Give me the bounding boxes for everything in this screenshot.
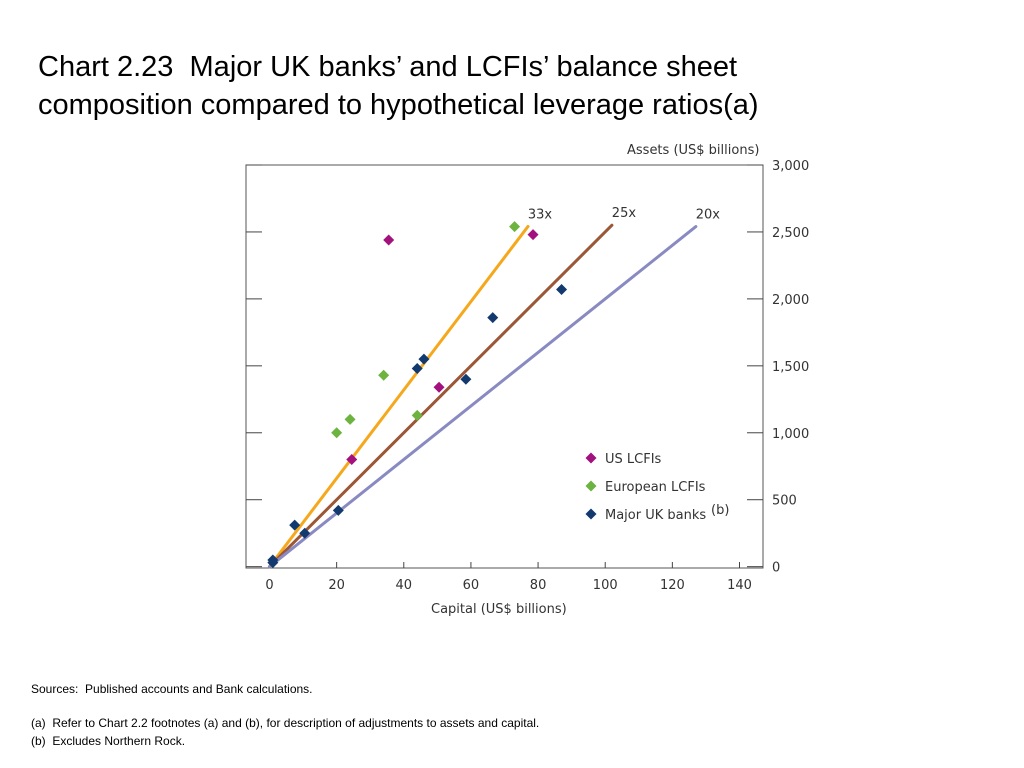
point-major-uk-banks [487, 312, 499, 324]
point-european-lcfis [509, 221, 521, 233]
point-us-lcfis [346, 454, 358, 466]
legend-label: Major UK banks [605, 508, 706, 523]
ratio-line-label: 20x [696, 208, 721, 223]
point-major-uk-banks [460, 373, 472, 385]
point-major-uk-banks [332, 504, 344, 516]
point-major-uk-banks [289, 519, 301, 531]
legend-label: European LCFIs [605, 480, 706, 495]
legend: US LCFIs European LCFIs Major UK banks (b) [585, 452, 729, 523]
footnote-a: (a) Refer to Chart 2.2 footnotes (a) and… [31, 716, 540, 730]
ratio-line-33x [268, 224, 530, 569]
x-tick-label: 120 [660, 578, 685, 593]
point-us-lcfis [383, 234, 395, 246]
slide-title-line-1: Chart 2.23 Major UK banks’ and LCFIs’ ba… [38, 51, 738, 83]
point-us-lcfis [433, 381, 445, 393]
y-tick-label: 500 [772, 494, 797, 509]
footnote-b: (b) Excludes Northern Rock. [31, 734, 186, 748]
point-european-lcfis [344, 413, 356, 425]
slide-title-line-2: composition compared to hypothetical lev… [38, 89, 759, 121]
point-european-lcfis [378, 369, 390, 381]
legend-marker-major-uk-banks [585, 508, 597, 520]
point-us-lcfis [527, 229, 539, 241]
point-european-lcfis [411, 409, 423, 421]
x-tick-label: 100 [593, 578, 618, 593]
x-tick-label: 0 [265, 578, 273, 593]
y-tick-label: 1,000 [772, 427, 809, 442]
x-tick-label: 40 [396, 578, 413, 593]
x-tick-label: 140 [727, 578, 752, 593]
plot-frame [245, 164, 764, 569]
legend-marker-us-lcfis [585, 452, 597, 464]
ratio-line-label: 25x [612, 206, 637, 221]
x-tick-label: 60 [463, 578, 480, 593]
ratio-line-25x [268, 223, 614, 569]
point-european-lcfis [331, 427, 343, 439]
point-major-uk-banks [556, 284, 568, 296]
sources-note: Sources: Published accounts and Bank cal… [31, 682, 313, 696]
y-tick-label: 2,500 [772, 226, 809, 241]
x-axis-label: Capital (US$ billions) [431, 602, 567, 617]
point-major-uk-banks [411, 363, 423, 375]
data-points [267, 221, 568, 569]
point-major-uk-banks [299, 527, 311, 539]
y-tick-label: 3,000 [772, 159, 809, 174]
ratio-line-label: 33x [528, 207, 553, 222]
legend-label: US LCFIs [605, 452, 662, 467]
y-tick-label: 2,000 [772, 293, 809, 308]
x-tick-label: 80 [530, 578, 547, 593]
legend-label-footnote: (b) [711, 503, 729, 518]
y-axis-ticks: 0 500 1,000 1,500 2,000 2,500 3,000 [246, 159, 809, 576]
slide-title: Chart 2.23 Major UK banks’ and LCFIs’ ba… [38, 48, 998, 124]
x-axis-ticks: 0 20 40 60 80 100 120 140 [265, 562, 752, 593]
legend-marker-european-lcfis [585, 480, 597, 492]
y-tick-label: 0 [772, 561, 780, 576]
point-major-uk-banks [267, 557, 279, 569]
x-tick-label: 20 [328, 578, 345, 593]
y-tick-label: 1,500 [772, 360, 809, 375]
y-axis-label: Assets (US$ billions) [627, 143, 759, 158]
point-major-uk-banks [418, 353, 430, 365]
